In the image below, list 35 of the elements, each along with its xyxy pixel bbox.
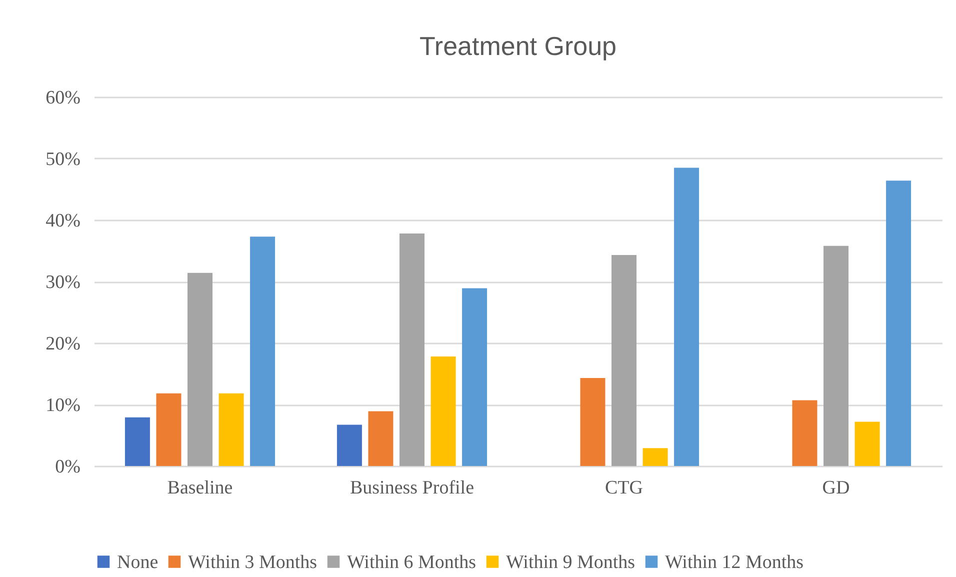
bar — [580, 378, 606, 466]
bar — [612, 255, 636, 466]
y-tick-label: 60% — [46, 88, 81, 108]
bar — [792, 400, 818, 466]
bar — [250, 236, 276, 466]
y-tick-label: 40% — [46, 210, 81, 232]
bar — [156, 393, 182, 466]
bar — [124, 417, 150, 466]
x-tick-label: Baseline — [167, 478, 233, 498]
legend-label: Within 9 Months — [506, 552, 636, 573]
bar — [462, 288, 488, 466]
bar — [886, 180, 912, 466]
chart-title: Treatment Group — [419, 31, 617, 61]
bar — [336, 424, 362, 466]
bar — [368, 411, 394, 466]
legend-label: Within 3 Months — [188, 552, 318, 573]
bar — [824, 246, 848, 466]
legend-label: None — [117, 552, 158, 573]
y-tick-label: 0% — [55, 456, 81, 478]
bar — [854, 422, 880, 466]
x-tick-label: CTG — [605, 478, 644, 498]
bar — [400, 234, 424, 466]
legend-label: Within 12 Months — [665, 552, 804, 573]
legend-label: Within 6 Months — [347, 552, 476, 573]
bar — [218, 393, 244, 466]
bar — [642, 448, 668, 466]
bar — [188, 272, 212, 466]
y-tick-label: 10% — [46, 395, 81, 416]
y-tick-label: 50% — [46, 149, 81, 170]
x-tick-label: GD — [822, 478, 850, 498]
x-tick-label: Business Profile — [350, 478, 474, 498]
bar — [430, 356, 456, 466]
y-tick-label: 20% — [46, 334, 81, 354]
y-tick-label: 30% — [46, 272, 81, 293]
bar — [674, 168, 700, 466]
